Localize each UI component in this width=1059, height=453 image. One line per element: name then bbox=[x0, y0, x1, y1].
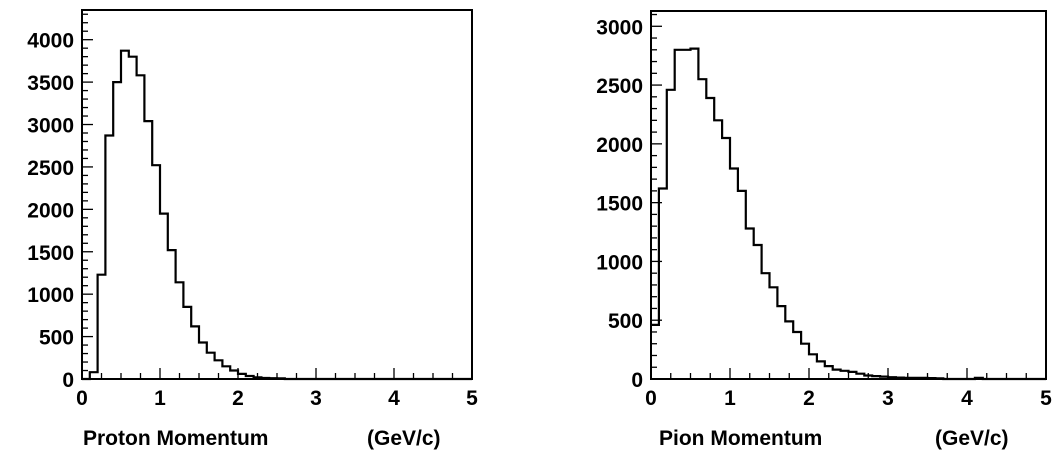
x-axis-label: Proton Momentum bbox=[83, 427, 268, 450]
y-axis-ticks: 0 500 1000 1500 2000 2500 3000 bbox=[596, 13, 662, 392]
x-tick-label: 4 bbox=[961, 387, 973, 410]
y-tick-label: 3000 bbox=[27, 115, 74, 138]
x-tick-label: 4 bbox=[388, 387, 400, 410]
y-tick-label: 2000 bbox=[27, 199, 74, 222]
x-tick-label: 2 bbox=[803, 387, 815, 410]
y-tick-label: 1500 bbox=[596, 193, 643, 216]
y-tick-label: 4000 bbox=[27, 30, 74, 53]
x-tick-label: 1 bbox=[724, 387, 736, 410]
plot-frame bbox=[650, 10, 1047, 380]
x-tick-label: 0 bbox=[76, 387, 88, 410]
y-tick-label: 1000 bbox=[596, 251, 643, 274]
plot-frame bbox=[81, 9, 473, 380]
y-tick-label: 3500 bbox=[27, 72, 74, 95]
x-axis-label: Pion Momentum bbox=[659, 427, 822, 450]
x-tick-label: 3 bbox=[882, 387, 894, 410]
x-tick-label: 1 bbox=[154, 387, 166, 410]
x-tick-label: 2 bbox=[232, 387, 244, 410]
y-tick-label: 1500 bbox=[27, 242, 74, 265]
proton-momentum-histogram bbox=[82, 49, 472, 381]
y-tick-label: 0 bbox=[631, 369, 643, 392]
y-tick-label: 0 bbox=[62, 369, 74, 392]
x-axis-unit: (GeV/c) bbox=[935, 427, 1009, 450]
x-tick-label: 0 bbox=[645, 387, 657, 410]
x-axis-ticks: 0 1 2 3 4 5 bbox=[76, 368, 478, 410]
y-tick-label: 2500 bbox=[27, 157, 74, 180]
y-tick-label: 3000 bbox=[596, 16, 643, 39]
y-tick-label: 500 bbox=[39, 327, 74, 350]
x-tick-label: 5 bbox=[466, 387, 478, 410]
x-axis-unit: (GeV/c) bbox=[367, 427, 441, 450]
pion-momentum-panel: 0 500 1000 1500 2000 2500 3000 0 1 2 3 4 5 Pion Mom… bbox=[596, 10, 1052, 450]
y-tick-label: 1000 bbox=[27, 284, 74, 307]
y-axis-ticks: 0 500 1000 1500 2000 2500 3000 3500 4000 bbox=[27, 13, 93, 392]
x-tick-label: 5 bbox=[1040, 387, 1052, 410]
x-tick-label: 3 bbox=[310, 387, 322, 410]
y-tick-label: 500 bbox=[608, 310, 643, 333]
pion-momentum-histogram bbox=[651, 47, 1046, 381]
y-tick-label: 2000 bbox=[596, 134, 643, 157]
x-axis-ticks: 0 1 2 3 4 5 bbox=[645, 368, 1052, 410]
y-tick-label: 2500 bbox=[596, 75, 643, 98]
